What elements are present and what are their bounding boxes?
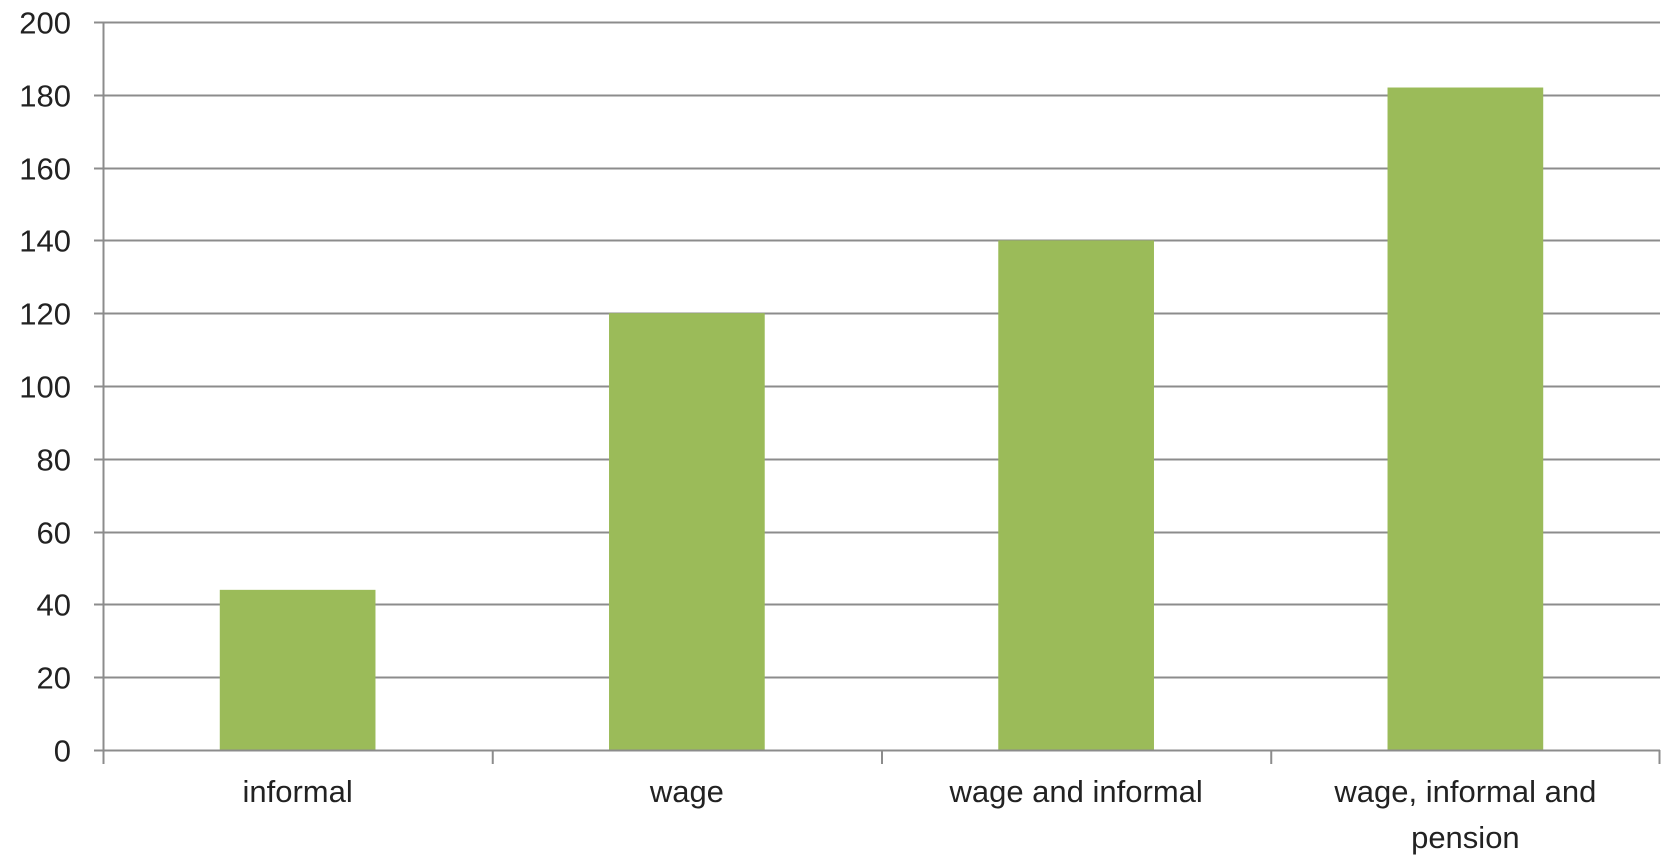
bar (609, 313, 765, 750)
x-category-label-line: pension (1411, 820, 1520, 855)
x-category-label: wage and informal (948, 774, 1202, 809)
y-tick-label: 100 (19, 370, 71, 405)
x-category-label-line: wage (649, 774, 724, 809)
y-tick-label: 20 (37, 661, 71, 696)
x-category-label: wage, informal and pension (1333, 774, 1596, 855)
axes (94, 21, 1661, 764)
y-tick-label: 140 (19, 224, 71, 259)
x-category-label: wage (649, 774, 724, 809)
x-category-label-line: informal (242, 774, 352, 809)
x-category-label-line: wage and informal (948, 774, 1202, 809)
y-tick-label: 120 (19, 297, 71, 332)
y-tick-label: 60 (37, 516, 71, 551)
x-category-label-line: wage, informal and (1333, 774, 1596, 809)
bar (998, 240, 1154, 750)
y-tick-label: 180 (19, 79, 71, 114)
y-tick-label: 0 (54, 734, 71, 769)
y-tick-label: 200 (19, 6, 71, 41)
y-tick-labels: 0 20 40 60 80 100 120 140 160 180 200 (19, 6, 71, 769)
y-tick-label: 40 (37, 588, 71, 623)
bar (1387, 87, 1544, 750)
y-tick-label: 80 (37, 443, 71, 478)
x-category-label: informal (242, 774, 352, 809)
bars (219, 87, 1544, 750)
x-category-labels: informal wage wage and informal wage, infor… (242, 774, 1596, 855)
bar (219, 589, 376, 750)
y-tick-label: 160 (19, 152, 71, 187)
